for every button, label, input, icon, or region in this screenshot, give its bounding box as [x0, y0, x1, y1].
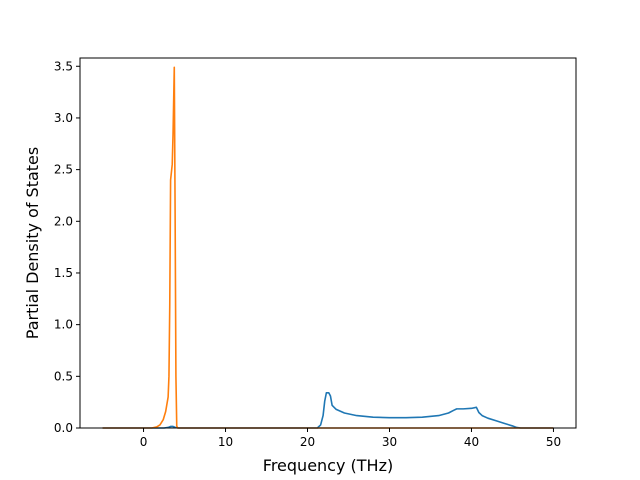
- x-axis-label: Frequency (THz): [263, 456, 393, 475]
- x-tick-label: 10: [218, 435, 233, 449]
- x-tick-label: 50: [546, 435, 561, 449]
- y-tick-label: 0.5: [54, 369, 73, 383]
- x-tick-label: 30: [382, 435, 397, 449]
- x-tick-label: 40: [464, 435, 479, 449]
- x-tick-label: 0: [140, 435, 148, 449]
- x-tick-label: 20: [300, 435, 315, 449]
- plot-area: [80, 58, 576, 428]
- axis-layer: 0 10 20 30 40 50 0.0 0.5 1.0 1.5 2.0 2.5 3.0 3.5: [54, 59, 561, 449]
- y-tick-label: 3.5: [54, 59, 73, 73]
- y-tick-label: 1.0: [54, 318, 73, 332]
- plot-frame: [79, 57, 577, 429]
- y-tick-label: 2.0: [54, 214, 73, 228]
- y-tick-label: 1.5: [54, 266, 73, 280]
- y-tick-label: 3.0: [54, 111, 73, 125]
- y-tick-label: 2.5: [54, 163, 73, 177]
- y-tick-label: 0.0: [54, 421, 73, 435]
- series-line-2: [102, 66, 554, 429]
- y-axis-label: Partial Density of States: [23, 147, 42, 339]
